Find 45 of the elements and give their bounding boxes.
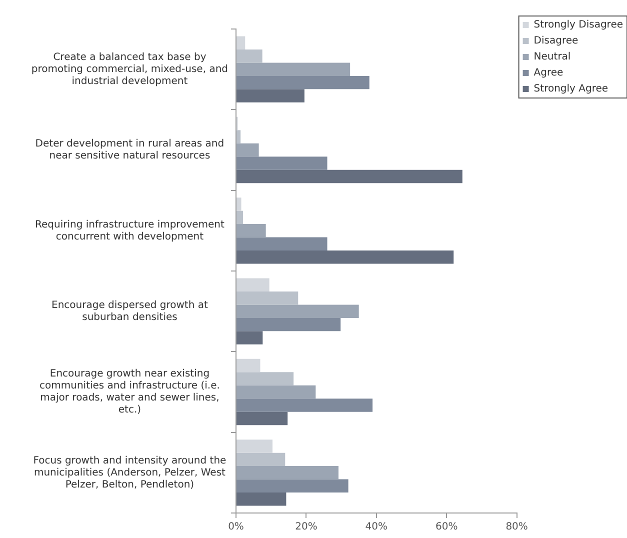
bar xyxy=(236,398,373,412)
bar xyxy=(236,224,266,238)
bar xyxy=(236,89,304,102)
bar xyxy=(236,76,370,90)
bar xyxy=(236,36,246,50)
y-tick-label: Focus growth and intensity around the municipalities (Anderson, Pelzer, West Pelzer, Belton, Pendleton) xyxy=(33,455,226,490)
bar xyxy=(236,318,341,332)
bar xyxy=(236,412,288,426)
legend-label: Neutral xyxy=(534,52,571,63)
bar xyxy=(236,304,359,318)
bar xyxy=(236,358,260,372)
x-tick-label: 40% xyxy=(365,522,388,533)
y-tick-label: Encourage dispersed growth at suburban densities xyxy=(52,300,208,323)
bar xyxy=(236,385,316,399)
bar xyxy=(236,143,259,157)
bar xyxy=(236,331,263,344)
bar xyxy=(236,278,270,292)
bar xyxy=(236,250,454,264)
legend-label: Disagree xyxy=(534,36,578,47)
x-tick-label: 0% xyxy=(228,522,244,533)
bar xyxy=(236,130,241,144)
bar xyxy=(236,372,294,386)
bar xyxy=(236,452,286,466)
bar xyxy=(236,479,348,493)
bar xyxy=(236,291,298,305)
legend-label: Strongly Agree xyxy=(534,84,608,95)
bar xyxy=(236,440,273,453)
bar xyxy=(236,62,350,76)
bar xyxy=(236,170,462,184)
bar xyxy=(236,198,242,211)
legend-label: Agree xyxy=(534,68,564,79)
y-tick-label: Create a balanced tax base by promoting commercial, mixed-use, and industrial development xyxy=(31,52,228,87)
bar xyxy=(236,466,338,480)
bar xyxy=(236,156,328,170)
bar xyxy=(236,210,244,224)
x-tick-label: 60% xyxy=(435,522,458,533)
bar xyxy=(236,49,262,63)
y-tick-label: Requiring infrastructure improvement concurrent with development xyxy=(35,219,224,242)
legend-label: Strongly Disagree xyxy=(534,20,624,31)
bar xyxy=(236,237,328,251)
x-tick-label: 20% xyxy=(295,522,318,533)
x-tick-label: 80% xyxy=(506,522,528,533)
bar xyxy=(236,492,286,506)
y-tick-label: Encourage growth near existing communities and infrastructure (i.e. major roads, water and sewer lines, etc.) xyxy=(40,368,220,416)
y-tick-label: Deter development in rural areas and near sensitive natural resources xyxy=(35,138,224,162)
